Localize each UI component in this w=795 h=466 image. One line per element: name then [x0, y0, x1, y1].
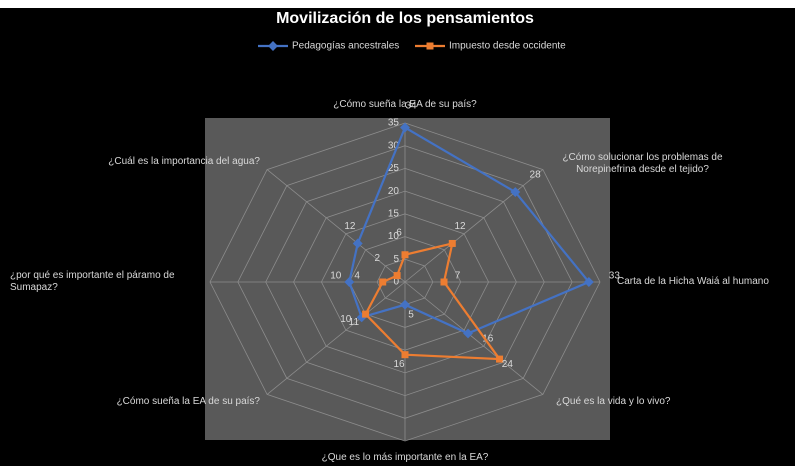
data-label: 5 [408, 309, 414, 320]
category-label: ¿Qué es la vida y lo vivo? [556, 396, 671, 407]
data-label: 16 [482, 333, 494, 344]
marker [510, 187, 521, 198]
legend-marker [426, 42, 434, 50]
marker [352, 238, 363, 249]
spoke [404, 281, 544, 395]
data-label: 10 [330, 271, 342, 282]
data-label: 12 [344, 221, 356, 232]
r-tick-label: 30 [388, 140, 400, 151]
marker [400, 299, 410, 310]
r-tick-label: 10 [388, 231, 400, 242]
data-label: 28 [530, 169, 542, 180]
category-label: ¿Cómo solucionar los problemas de Norepi… [562, 152, 723, 175]
category-label: ¿por qué es importante el páramo de Suma… [10, 270, 175, 293]
marker [362, 310, 370, 318]
chart-title: Movilización de los pensamientos [276, 10, 534, 27]
data-label: 34 [405, 100, 417, 111]
spoke [404, 169, 544, 283]
marker [496, 355, 504, 363]
marker [448, 239, 456, 247]
marker [583, 277, 594, 287]
category-label: ¿Cómo sueña la EA de su país? [116, 396, 260, 407]
data-label: 10 [340, 314, 352, 325]
data-label: 16 [393, 359, 405, 370]
spoke [266, 281, 406, 395]
data-label: 4 [354, 271, 360, 282]
data-label: 11 [349, 317, 360, 328]
marker [401, 251, 409, 259]
marker [379, 278, 387, 286]
marker [344, 277, 355, 287]
data-label: 7 [455, 271, 461, 282]
category-label: ¿Cómo sueña la EA de su país? [333, 99, 477, 110]
r-tick-label: 35 [388, 118, 400, 129]
data-label: 2 [375, 253, 381, 264]
category-label: Carta de la Hicha Waiá al humano [617, 276, 769, 287]
legend-label: Pedagogías ancestrales [292, 41, 399, 52]
category-label: ¿Cuál es la importancia del agua? [108, 156, 260, 167]
data-label: 6 [396, 227, 402, 238]
r-tick-label: 15 [388, 208, 400, 219]
spoke [266, 169, 406, 283]
marker [463, 328, 473, 339]
marker [440, 278, 448, 286]
r-tick-label: 20 [388, 186, 400, 197]
data-label: 12 [455, 221, 467, 232]
legend-label: Impuesto desde occidente [449, 41, 566, 52]
data-label: 33 [609, 271, 621, 282]
data-label: 24 [502, 359, 514, 370]
r-tick-label: 5 [393, 254, 399, 265]
r-tick-label: 0 [393, 277, 399, 288]
marker [401, 351, 409, 359]
marker [393, 272, 401, 280]
r-tick-label: 25 [388, 163, 400, 174]
category-label: ¿Que es lo más importante en la EA? [321, 452, 489, 463]
